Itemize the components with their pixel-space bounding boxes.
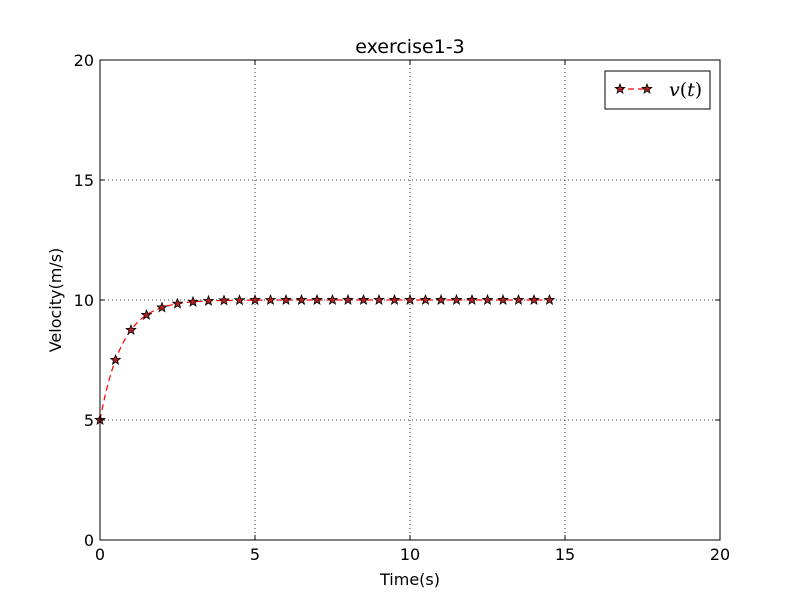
data-point [512, 293, 525, 305]
data-point [311, 293, 323, 305]
legend-paren-open: ( [680, 79, 687, 101]
x-tick-label: 10 [400, 545, 420, 564]
data-point [249, 293, 261, 306]
data-point [326, 293, 339, 305]
data-point [435, 293, 447, 305]
x-tick-label: 0 [95, 545, 105, 564]
data-point [373, 293, 385, 305]
data-point [528, 293, 540, 305]
data-point [264, 293, 277, 306]
data-point [187, 295, 199, 307]
data-point [543, 293, 556, 305]
series-layer [94, 293, 556, 425]
data-point [202, 294, 215, 306]
y-tick-label: 15 [74, 171, 94, 190]
legend-entry-label: v(t) [669, 79, 702, 101]
data-point [404, 293, 416, 305]
data-point [357, 293, 370, 305]
data-point [388, 293, 401, 305]
data-point [419, 293, 432, 305]
legend-symbol: v [669, 79, 680, 101]
x-tick-label: 20 [710, 545, 730, 564]
data-point [140, 308, 153, 320]
legend-arg: t [687, 79, 695, 101]
data-point [171, 297, 184, 309]
data-point [466, 293, 478, 305]
y-tick-label: 10 [74, 291, 94, 310]
chart-title: exercise1-3 [355, 36, 464, 58]
legend-marker [641, 82, 653, 94]
data-point [295, 293, 308, 305]
data-point [233, 294, 246, 306]
data-point [481, 293, 494, 305]
data-point [109, 353, 122, 365]
x-tick-label: 15 [555, 545, 575, 564]
y-axis-label: Velocity(m/s) [46, 248, 65, 353]
data-point [497, 293, 509, 305]
legend-paren-close: ) [695, 79, 702, 101]
data-point [450, 293, 463, 305]
series-line [99, 299, 550, 421]
legend-marker [614, 82, 626, 94]
data-point [125, 323, 137, 335]
x-axis-label: Time(s) [379, 570, 440, 589]
tick-layer: 0 5 10 15 20 0 5 10 15 20 [74, 51, 731, 564]
x-tick-label: 5 [250, 545, 260, 564]
y-tick-label: 20 [74, 51, 94, 70]
data-point [280, 293, 292, 305]
data-point [156, 301, 168, 313]
data-point [218, 294, 230, 306]
data-point [342, 293, 354, 305]
y-tick-label: 5 [84, 411, 94, 430]
y-tick-label: 0 [84, 531, 94, 550]
legend: v(t) [604, 70, 711, 110]
